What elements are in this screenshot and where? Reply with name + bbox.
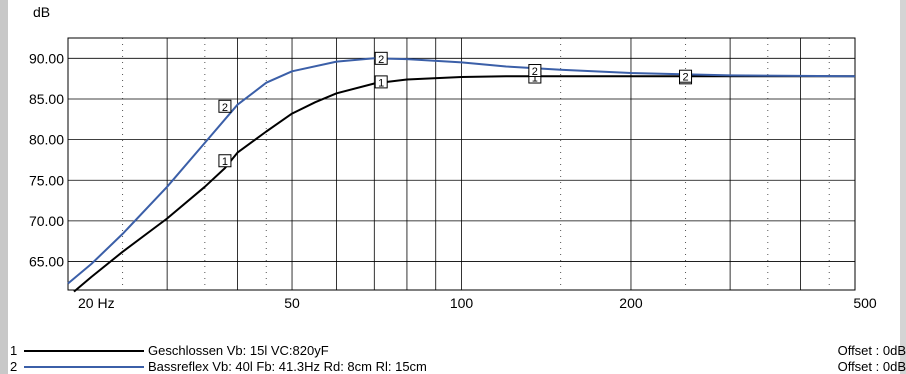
series-1-marker [218, 154, 232, 168]
y-tick-label: 70.00 [29, 213, 64, 229]
series-2-marker-label: 2 [532, 66, 538, 78]
series-1-marker-label: 1 [222, 156, 228, 168]
series-2-marker-label: 2 [222, 102, 228, 114]
series-2-marker-label: 2 [682, 72, 688, 84]
series-1-marker [374, 75, 388, 89]
series-1-marker-label: 1 [378, 77, 384, 89]
right-border [900, 0, 906, 374]
series-2-marker [218, 99, 232, 113]
series-2-marker [528, 64, 542, 78]
series-2-line [67, 57, 856, 285]
legend-swatch-1 [24, 350, 144, 352]
series-2-marker [679, 69, 693, 83]
y-unit-label: dB [33, 4, 50, 20]
x-tick-label: 500 [853, 295, 877, 311]
x-tick-label: 100 [450, 295, 474, 311]
y-tick-label: 90.00 [29, 50, 64, 66]
series-2-marker-label: 2 [378, 54, 384, 66]
frequency-response-chart: dB 90.00 85.00 80.00 75.00 70.00 65.00 20 Hz 5… [29, 4, 877, 311]
y-tick-label: 65.00 [29, 254, 64, 270]
y-tick-label: 85.00 [29, 91, 64, 107]
y-tick-label: 75.00 [29, 172, 64, 188]
plot-border [67, 37, 856, 291]
series-1-marker-label: 1 [532, 73, 538, 85]
legend-label-2: Bassreflex Vb: 40l Fb: 41.3Hz Rd: 8cm Rl… [148, 359, 427, 374]
series-2-marker [374, 51, 388, 65]
legend-offset-1: Offset : 0dB [837, 343, 906, 358]
x-tick-label: 50 [284, 295, 300, 311]
left-border [0, 0, 8, 374]
legend-label-1: Geschlossen Vb: 15l VC:820yF [148, 343, 329, 358]
legend-swatch-2 [24, 366, 144, 368]
legend-number-2: 2 [10, 359, 18, 374]
x-tick-label: 200 [619, 295, 643, 311]
legend-offset-2: Offset : 0dB [837, 359, 906, 374]
x-tick-label: 20 Hz [78, 295, 115, 311]
legend-number-1: 1 [10, 343, 18, 358]
y-tick-label: 80.00 [29, 132, 64, 148]
series-1-line [73, 75, 855, 293]
